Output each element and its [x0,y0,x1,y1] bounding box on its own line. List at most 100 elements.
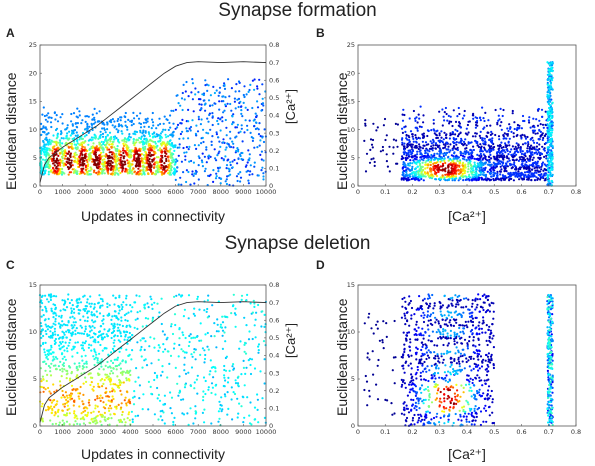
scatter-point [107,314,110,317]
scatter-point [134,415,137,418]
scatter-point [97,341,100,344]
scatter-point [59,309,62,312]
scatter-point [71,327,74,330]
scatter-point [467,131,470,134]
scatter-point [40,315,43,318]
scatter-point [220,396,223,399]
scatter-point [154,140,157,144]
scatter-point [139,169,142,173]
scatter-point [151,121,155,124]
scatter-point [224,118,227,122]
scatter-point [191,98,194,101]
scatter-point [537,156,540,159]
scatter-point [94,137,97,140]
scatter-point [515,153,518,156]
scatter-point [443,159,446,163]
scatter-point [498,145,501,148]
scatter-point [117,173,120,176]
scatter-point [94,153,97,157]
scatter-point [245,366,248,369]
scatter-point [430,145,433,148]
scatter-point [189,183,192,186]
scatter-point [242,396,245,399]
scatter-point [51,333,55,336]
scatter-point [71,164,74,167]
scatter-point [206,331,209,335]
scatter-point [229,163,232,167]
scatter-point [80,355,83,358]
scatter-point [187,108,190,111]
scatter-point [126,128,129,131]
scatter-point [536,152,539,156]
scatter-point [73,160,76,163]
scatter-point [95,171,98,174]
scatter-point [160,144,163,147]
scatter-point [201,152,204,155]
scatter-point [111,331,115,334]
scatter-point [449,115,452,118]
scatter-point [381,149,385,152]
scatter-point [172,420,175,424]
scatter-point [219,129,222,132]
scatter-point [463,158,466,161]
scatter-point [54,169,57,173]
scatter-point [228,95,231,98]
scatter-point [203,408,206,411]
scatter-point [408,136,411,139]
scatter-point [119,171,122,175]
scatter-point [408,141,411,144]
scatter-point [207,174,210,177]
scatter-point [532,117,535,120]
scatter-point [414,134,417,137]
scatter-point [526,135,529,139]
scatter-point [140,135,143,138]
scatter-point [551,173,554,176]
scatter-point [51,149,54,152]
scatter-point [162,122,165,125]
scatter-point [520,127,524,130]
scatter-point [516,151,520,154]
scatter-point [101,338,104,341]
scatter-point [53,304,57,307]
scatter-point [240,109,243,112]
scatter-point [89,305,92,308]
scatter-point [193,314,196,317]
scatter-point [214,102,217,105]
scatter-point [116,356,120,359]
scatter-point [86,160,89,164]
scatter-point [71,132,74,135]
scatter-point [75,299,78,302]
scatter-point [237,105,240,109]
scatter-point [170,142,174,145]
scatter-point [207,154,211,157]
scatter-point [458,112,461,116]
scatter-point [172,146,175,149]
scatter-point [168,139,171,143]
scatter-point [500,146,503,149]
scatter-point [141,132,144,135]
scatter-point [170,396,174,399]
scatter-point [92,307,95,310]
scatter-point [113,173,116,176]
scatter-point [224,180,227,183]
scatter-point [126,319,129,322]
scatter-point [204,167,207,170]
scatter-point [127,165,130,168]
scatter-point [442,164,445,167]
scatter-point [204,379,207,383]
scatter-point [244,119,247,122]
scatter-point [435,174,438,178]
scatter-point [141,164,144,167]
scatter-point [52,157,55,160]
scatter-point [447,159,450,162]
scatter-point [90,311,93,314]
scatter-point [115,316,118,319]
scatter-point [222,159,225,162]
scatter-point [539,135,542,138]
scatter-point [546,177,549,180]
scatter-point [181,331,184,334]
scatter-point [203,170,206,173]
scatter-point [224,326,227,329]
scatter-point [506,127,509,130]
scatter-point [121,139,124,142]
